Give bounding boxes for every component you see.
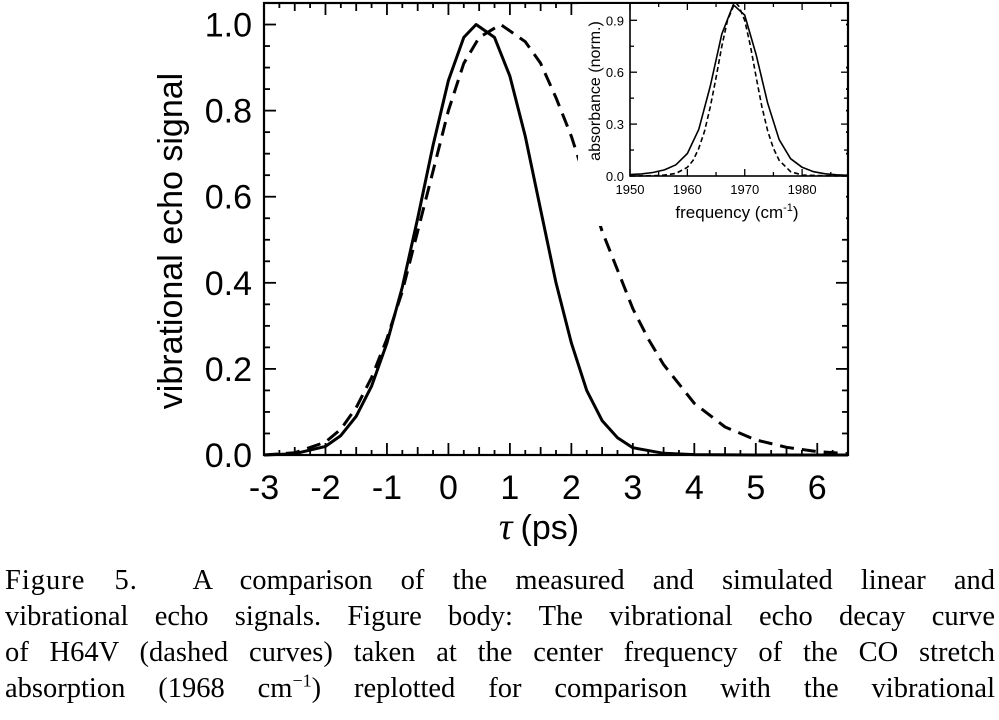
inset-y-tick-label: 0.3 xyxy=(606,117,624,132)
caption-line-1-text: A comparison of the measured and simulat… xyxy=(192,565,995,596)
inset-x-axis-label: frequency (cm-1) xyxy=(675,202,798,222)
main-x-tick-label: 1 xyxy=(500,469,519,507)
main-x-axis-unit: (ps) xyxy=(521,509,580,547)
main-y-tick-label: 1.0 xyxy=(205,7,252,45)
main-x-tick-label: 3 xyxy=(623,469,642,507)
inset-x-axis-label-close: ) xyxy=(793,203,799,222)
main-series-solid xyxy=(263,23,848,457)
inset-x-tick-label: 1960 xyxy=(673,182,702,197)
inset-y-axis-label: absorbance (norm.) xyxy=(587,21,604,161)
inset-series-dashed xyxy=(629,2,849,177)
main-x-tick-label: 5 xyxy=(746,469,765,507)
inset-y-tick-label: 0.9 xyxy=(606,13,624,28)
main-y-tick-label: 0.4 xyxy=(205,265,252,303)
caption-line-4: absorption (1968 cm−1) replotted for com… xyxy=(5,671,995,707)
figure-caption: Figure 5. A comparison of the measured a… xyxy=(5,563,995,707)
main-x-axis-label: τ (ps) xyxy=(499,506,579,548)
main-x-tick-label: -1 xyxy=(372,469,402,507)
main-y-tick-label: 0.2 xyxy=(205,351,252,389)
inset-x-tick-label: 1950 xyxy=(616,182,645,197)
main-x-tick-label: 4 xyxy=(685,469,704,507)
inset-x-tick-label: 1980 xyxy=(788,182,817,197)
inset-series-solid xyxy=(629,3,849,177)
main-x-tick-label: -2 xyxy=(310,469,340,507)
inset-series xyxy=(629,2,849,177)
main-x-tick-label: 6 xyxy=(808,469,827,507)
main-y-tick-label: 0.0 xyxy=(205,437,252,475)
main-x-tick-label: -3 xyxy=(249,469,279,507)
caption-line-4-a: absorption (1968 cm xyxy=(5,673,293,704)
main-x-tick-label: 0 xyxy=(439,469,458,507)
inset-x-tick-label: 1970 xyxy=(730,182,759,197)
inset-x-ticks: 1950 1960 1970 1980 xyxy=(616,3,832,197)
main-y-tick-label: 0.6 xyxy=(205,179,252,217)
inset-x-axis-label-main: frequency (cm xyxy=(675,203,783,222)
main-series-dashed xyxy=(263,23,849,457)
caption-line-2: vibrational echo signals. Figure body: T… xyxy=(5,601,995,632)
main-x-axis-symbol: τ xyxy=(499,506,514,548)
figure-chart: -3 -2 -1 0 1 2 3 4 5 6 0.0 0.2 0.4 0.6 0.8 1.0 vibrati… xyxy=(152,1,850,548)
caption-label: Figure 5. xyxy=(5,565,138,596)
inset-plot: 1950 1960 1970 1980 0.0 0.3 0.6 0.9 absorbance… xyxy=(578,2,849,226)
caption-line-4-b: ) replotted for comparison with the vibr… xyxy=(311,673,995,704)
inset-y-tick-label: 0.6 xyxy=(606,65,624,80)
caption-line-1: Figure 5. A comparison of the measured a… xyxy=(5,563,995,599)
main-y-tick-label: 0.8 xyxy=(205,93,252,131)
caption-line-3: of H64V (dashed curves) taken at the cen… xyxy=(5,637,995,668)
main-y-axis-label: vibrational echo signal xyxy=(152,73,190,409)
main-x-tick-label: 2 xyxy=(562,469,581,507)
inset-plot-frame xyxy=(629,2,849,177)
main-series xyxy=(263,23,849,457)
inset-x-axis-label-sup: -1 xyxy=(783,202,793,214)
inset-y-tick-label: 0.0 xyxy=(606,169,624,184)
caption-line-4-sup: −1 xyxy=(292,670,312,691)
